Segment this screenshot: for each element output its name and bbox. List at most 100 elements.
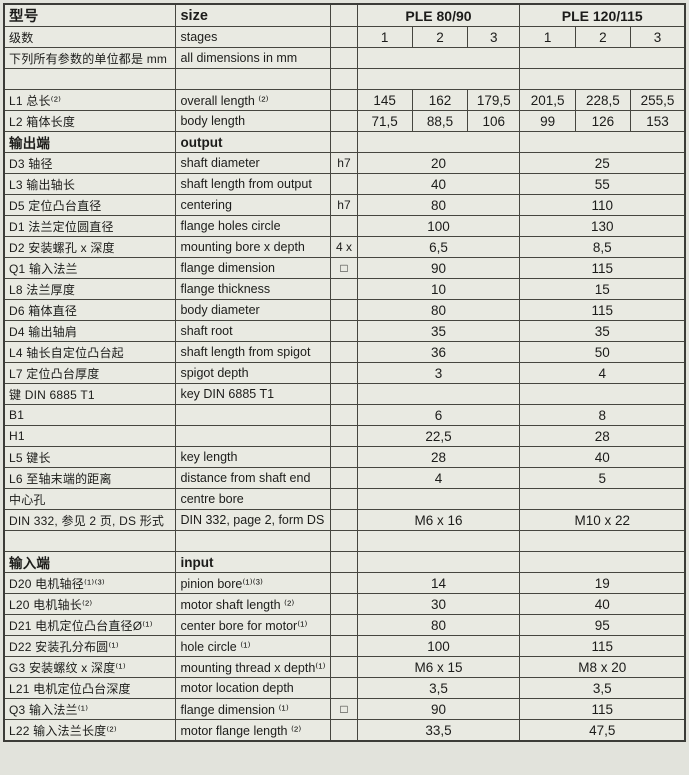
- value-cell: 3: [467, 26, 521, 48]
- value-cell: 30: [356, 593, 521, 615]
- value-cell: 255,5: [630, 89, 686, 111]
- table-row: L6 至轴末端的距离 distance from shaft end 4 5: [3, 467, 686, 489]
- value-cell: 126: [574, 110, 632, 132]
- row-label-cn: L2 箱体长度: [3, 110, 177, 132]
- row-label-en: center bore for motor⁽¹⁾: [175, 614, 332, 636]
- row-label-en: [175, 530, 332, 552]
- table-row: DIN 332, 参见 2 页, DS 形式 DIN 332, page 2, f…: [3, 509, 686, 531]
- value-cell: [519, 383, 686, 405]
- table-row: 输入端 input: [3, 551, 686, 573]
- unit-cell: 4 x: [330, 236, 358, 258]
- value-cell: 115: [519, 257, 686, 279]
- value-cell: 80: [356, 299, 521, 321]
- value-cell: [356, 383, 521, 405]
- row-label-en: mounting bore x depth: [175, 236, 332, 258]
- row-label-cn: D5 定位凸台直径: [3, 194, 177, 216]
- value-cell: 88,5: [411, 110, 469, 132]
- row-label-cn: Q3 输入法兰⁽¹⁾: [3, 698, 177, 720]
- table-row: Q3 输入法兰⁽¹⁾ flange dimension ⁽¹⁾ □ 90 115: [3, 698, 686, 720]
- table-row: D20 电机轴径⁽¹⁾⁽³⁾ pinion bore⁽¹⁾⁽³⁾ 14 19: [3, 572, 686, 594]
- value-cell: 5: [519, 467, 686, 489]
- value-cell: 115: [519, 635, 686, 657]
- value-cell: 90: [356, 698, 521, 720]
- row-label-en: shaft diameter: [175, 152, 332, 174]
- table-row: L21 电机定位凸台深度 motor location depth 3,5 3,5: [3, 677, 686, 699]
- row-label-cn: L20 电机轴长⁽²⁾: [3, 593, 177, 615]
- row-label-cn: D21 电机定位凸台直径Ø⁽¹⁾: [3, 614, 177, 636]
- value-cell: [519, 488, 686, 510]
- row-label-cn: 型号: [3, 3, 177, 27]
- value-cell: 40: [356, 173, 521, 195]
- table-row: 中心孔 centre bore: [3, 488, 686, 510]
- table-row: 型号 size PLE 80/90 PLE 120/115: [3, 3, 686, 27]
- row-label-cn: D6 箱体直径: [3, 299, 177, 321]
- unit-cell: [330, 47, 358, 69]
- row-label-en: input: [175, 551, 332, 573]
- value-cell: M6 x 15: [356, 656, 521, 678]
- row-label-cn: 下列所有参数的单位都是 mm: [3, 47, 177, 69]
- value-cell: [519, 131, 686, 153]
- table-row: [3, 68, 686, 90]
- unit-cell: [330, 635, 358, 657]
- row-label-en: shaft length from spigot: [175, 341, 332, 363]
- value-cell: 4: [356, 467, 521, 489]
- row-label-en: stages: [175, 26, 332, 48]
- value-cell: [356, 551, 521, 573]
- row-label-en: flange holes circle: [175, 215, 332, 237]
- unit-cell: [330, 26, 358, 48]
- value-cell: 110: [519, 194, 686, 216]
- value-cell: 3: [630, 26, 686, 48]
- value-cell: 145: [356, 89, 413, 111]
- unit-cell: □: [330, 257, 358, 279]
- value-cell: 153: [630, 110, 686, 132]
- value-cell: 115: [519, 299, 686, 321]
- unit-cell: [330, 215, 358, 237]
- row-label-en: [175, 404, 332, 426]
- row-label-cn: L4 轴长自定位凸台起: [3, 341, 177, 363]
- unit-cell: [330, 656, 358, 678]
- row-label-cn: L22 输入法兰长度⁽²⁾: [3, 719, 177, 742]
- row-label-cn: [3, 68, 177, 90]
- value-cell: 40: [519, 593, 686, 615]
- unit-cell: [330, 593, 358, 615]
- value-cell: 100: [356, 215, 521, 237]
- row-label-en: key length: [175, 446, 332, 468]
- table-row: D3 轴径 shaft diameter h7 20 25: [3, 152, 686, 174]
- row-label-cn: L3 输出轴长: [3, 173, 177, 195]
- row-label-en: flange dimension ⁽¹⁾: [175, 698, 332, 720]
- value-cell: 130: [519, 215, 686, 237]
- unit-cell: □: [330, 698, 358, 720]
- value-cell: 40: [519, 446, 686, 468]
- value-cell: 10: [356, 278, 521, 300]
- row-label-en: key DIN 6885 T1: [175, 383, 332, 405]
- row-label-en: [175, 425, 332, 447]
- value-cell: 28: [356, 446, 521, 468]
- row-label-en: [175, 68, 332, 90]
- row-label-cn: Q1 输入法兰: [3, 257, 177, 279]
- row-label-en: motor flange length ⁽²⁾: [175, 719, 332, 742]
- row-label-cn: D1 法兰定位圆直径: [3, 215, 177, 237]
- unit-cell: [330, 278, 358, 300]
- value-cell: [356, 488, 521, 510]
- row-label-en: centering: [175, 194, 332, 216]
- value-cell: 20: [356, 152, 521, 174]
- table-row: 输出端 output: [3, 131, 686, 153]
- value-cell: [519, 47, 686, 69]
- value-cell: 28: [519, 425, 686, 447]
- row-label-cn: D20 电机轴径⁽¹⁾⁽³⁾: [3, 572, 177, 594]
- row-label-cn: D4 输出轴肩: [3, 320, 177, 342]
- row-label-en: size: [175, 3, 332, 27]
- unit-cell: [330, 320, 358, 342]
- value-cell: 3,5: [356, 677, 521, 699]
- value-cell: [519, 68, 686, 90]
- value-cell: 8,5: [519, 236, 686, 258]
- value-cell: 35: [519, 320, 686, 342]
- value-cell: 47,5: [519, 719, 686, 742]
- table-row: L8 法兰厚度 flange thickness 10 15: [3, 278, 686, 300]
- table-row: Q1 输入法兰 flange dimension □ 90 115: [3, 257, 686, 279]
- row-label-en: centre bore: [175, 488, 332, 510]
- value-cell: 2: [574, 26, 632, 48]
- unit-cell: [330, 341, 358, 363]
- value-cell: 8: [519, 404, 686, 426]
